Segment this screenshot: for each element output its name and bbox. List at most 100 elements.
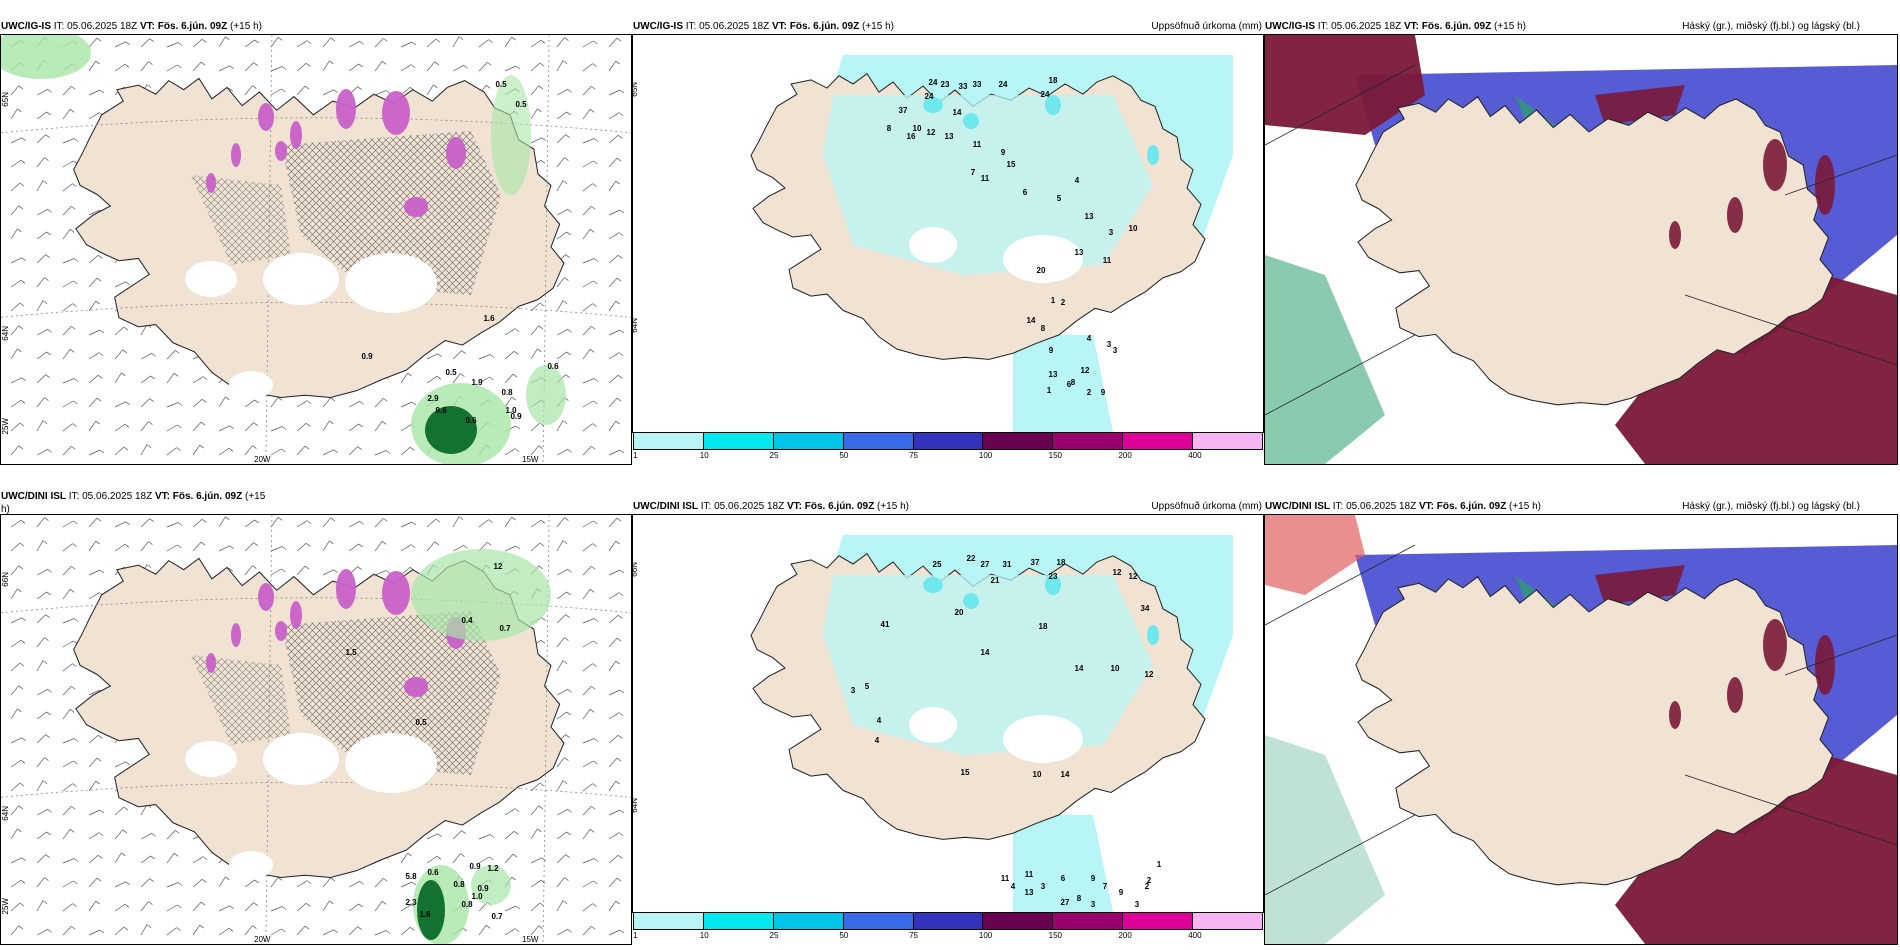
wind-barb-tick xyxy=(96,277,102,282)
value-label: 0.9 xyxy=(477,884,489,893)
wind-barb-tick xyxy=(176,447,181,451)
lat-label: 66N xyxy=(630,562,639,577)
wind-barb xyxy=(582,303,593,312)
wind-barb-tick xyxy=(514,808,520,812)
wind-barb-tick xyxy=(20,640,26,644)
wind-barb-tick xyxy=(564,277,569,281)
wind-barb xyxy=(556,757,565,768)
map-frame[interactable]: 12 0.4 0.7 0.5 1.5 0.9 1.2 0.6 0.8 0.9 1.0 0.8 0.7 5.… xyxy=(0,514,632,945)
wind-barb xyxy=(10,902,21,912)
wind-barb xyxy=(348,903,359,912)
wind-barb xyxy=(36,711,47,720)
wind-barb xyxy=(192,61,202,72)
wind-barb xyxy=(426,375,438,384)
wind-barb-tick xyxy=(73,520,78,525)
wind-barb-tick xyxy=(514,328,520,332)
wind-barb-tick xyxy=(17,708,22,713)
wind-barb-tick xyxy=(435,38,441,43)
wind-barb-tick xyxy=(381,541,387,545)
wind-barb-tick xyxy=(99,329,105,334)
wind-barb-tick xyxy=(616,517,622,522)
wind-barb-tick xyxy=(229,65,234,70)
wind-barb-tick xyxy=(515,65,521,70)
wind-barb-tick xyxy=(72,543,77,547)
value-label: 0.7 xyxy=(491,912,503,921)
wind-barb xyxy=(62,589,71,600)
wind-barb xyxy=(452,853,461,864)
value-label: 0.6 xyxy=(427,868,439,877)
map-frame[interactable] xyxy=(1264,514,1898,945)
wind-barb-tick xyxy=(201,399,207,403)
value-label: 20 xyxy=(955,608,964,617)
value-label: 3 xyxy=(1135,900,1140,909)
wind-barb-tick xyxy=(201,519,207,523)
wind-barb xyxy=(608,255,619,264)
value-label: 12 xyxy=(1129,572,1138,581)
wind-barb-tick xyxy=(252,445,257,449)
wind-barb xyxy=(114,806,125,816)
wind-barb xyxy=(10,857,22,864)
projection-line xyxy=(1684,294,1897,366)
wind-barb xyxy=(452,516,460,528)
wind-barb-tick xyxy=(124,904,130,908)
wind-barb-tick xyxy=(537,108,542,113)
wind-barb xyxy=(608,517,618,528)
wind-barb-tick xyxy=(95,60,100,65)
wind-barb-tick xyxy=(511,36,516,41)
value-label: 11 xyxy=(973,140,982,149)
wind-barb xyxy=(114,63,126,72)
wind-barb-tick xyxy=(333,89,338,94)
wind-barb-tick xyxy=(407,852,412,857)
value-label: 0.6 xyxy=(547,362,559,371)
wind-barb xyxy=(36,89,48,96)
longitude-line xyxy=(542,35,550,464)
value-label: 27 xyxy=(1061,898,1070,907)
wind-barb-tick xyxy=(97,255,103,259)
wind-barb-tick xyxy=(383,398,388,402)
wind-barb-tick xyxy=(202,376,208,380)
wind-barb-tick xyxy=(173,853,179,857)
value-label: 2 xyxy=(1061,298,1066,307)
wind-barb-tick xyxy=(146,564,152,568)
value-label: 1 xyxy=(1157,860,1162,869)
value-label: 12 xyxy=(1081,366,1090,375)
wind-barb-tick xyxy=(567,449,572,453)
panel-wind-precip-igis: UWC/IG-IS IT: 05.06.2025 18Z VT: Fös. 6.… xyxy=(0,0,632,465)
wind-barb-tick xyxy=(615,60,620,65)
map-frame[interactable]: 24 23 33 18 24 33 24 24 37 8 10 16 12 13 14 11 7 9 15 11 6 5 4… xyxy=(632,34,1264,433)
value-label: 3 xyxy=(1091,900,1096,909)
value-label: 6 xyxy=(1023,188,1028,197)
wind-barb-tick xyxy=(333,929,338,934)
value-label: 5 xyxy=(865,682,870,691)
wind-barb-tick xyxy=(593,858,599,862)
wind-barb-tick xyxy=(46,351,51,356)
wind-barb-tick xyxy=(253,422,258,426)
map-frame[interactable]: 0.5 0.5 0.6 1.6 0.9 0.5 2.9 1.9 0.8 1.0 9.6 0.9 0.6 xyxy=(0,34,632,465)
wind-barb xyxy=(88,329,101,336)
wind-barb xyxy=(62,618,75,624)
wind-barb xyxy=(556,209,568,216)
wind-barb xyxy=(504,905,517,912)
wind-barb xyxy=(530,902,541,912)
wind-barb xyxy=(452,350,462,360)
wind-barb xyxy=(322,929,334,936)
wind-barb-tick xyxy=(489,834,495,838)
wind-barb xyxy=(62,686,72,696)
wind-barb-tick xyxy=(73,880,78,885)
wind-barb-tick xyxy=(565,374,570,378)
wind-barb-tick xyxy=(592,903,597,907)
precip-core xyxy=(963,593,979,609)
wind-barb xyxy=(582,709,591,720)
wind-barb-tick xyxy=(489,856,494,861)
wind-barb xyxy=(10,639,22,648)
wind-barb-tick xyxy=(73,138,79,142)
wind-barb xyxy=(114,349,123,360)
wind-barb xyxy=(114,881,126,888)
wind-barb-tick xyxy=(281,568,286,573)
value-label: 14 xyxy=(1075,664,1084,673)
map-frame[interactable] xyxy=(1264,34,1898,465)
map-frame[interactable]: 25 22 27 31 37 18 23 12 12 21 41 20 34 10 14 14 12 15 10 14… xyxy=(632,514,1264,913)
wind-barb-tick xyxy=(42,660,48,664)
wind-barb xyxy=(88,735,99,744)
wind-barb xyxy=(608,615,619,624)
